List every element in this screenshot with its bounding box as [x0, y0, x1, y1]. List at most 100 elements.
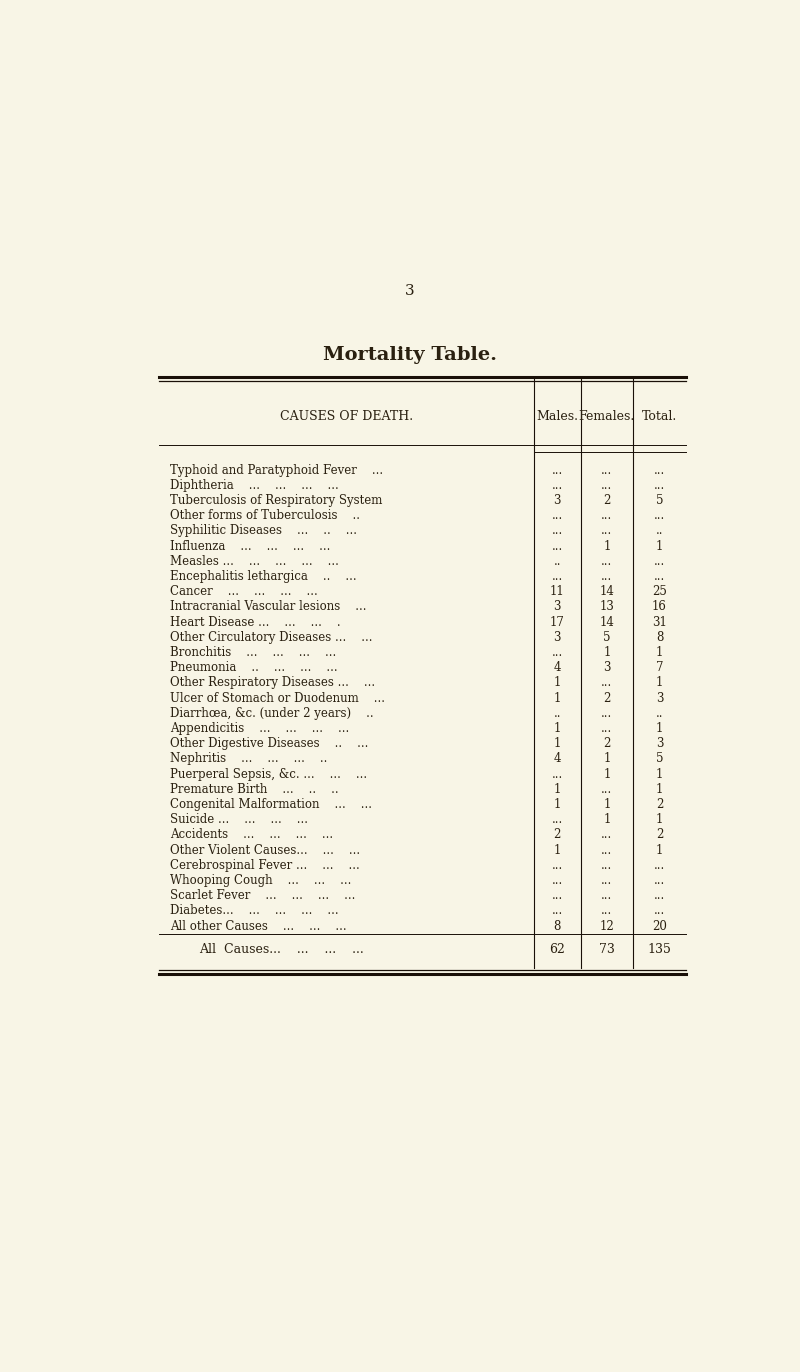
Text: 5: 5 [656, 494, 663, 508]
Text: ...: ... [552, 859, 563, 871]
Text: 3: 3 [554, 631, 561, 643]
Text: 2: 2 [656, 799, 663, 811]
Text: ...: ... [602, 707, 613, 720]
Text: ...: ... [654, 479, 665, 491]
Text: 8: 8 [554, 919, 561, 933]
Text: 1: 1 [656, 676, 663, 690]
Text: Congenital Malformation    ...    ...: Congenital Malformation ... ... [170, 799, 372, 811]
Text: 1: 1 [656, 646, 663, 659]
Text: 17: 17 [550, 616, 565, 628]
Text: 2: 2 [656, 829, 663, 841]
Text: ...: ... [654, 554, 665, 568]
Text: ...: ... [552, 539, 563, 553]
Text: ...: ... [602, 676, 613, 690]
Text: 2: 2 [603, 737, 610, 750]
Text: 7: 7 [656, 661, 663, 674]
Text: ...: ... [602, 524, 613, 538]
Text: 31: 31 [652, 616, 667, 628]
Text: 14: 14 [599, 616, 614, 628]
Text: 1: 1 [656, 844, 663, 856]
Text: ...: ... [552, 874, 563, 888]
Text: Influenza    ...    ...    ...    ...: Influenza ... ... ... ... [170, 539, 330, 553]
Text: Tuberculosis of Respiratory System: Tuberculosis of Respiratory System [170, 494, 382, 508]
Text: ..: .. [554, 707, 561, 720]
Text: 1: 1 [554, 676, 561, 690]
Text: ...: ... [552, 464, 563, 476]
Text: ...: ... [602, 464, 613, 476]
Text: 1: 1 [603, 752, 610, 766]
Text: 62: 62 [550, 943, 565, 956]
Text: Appendicitis    ...    ...    ...    ...: Appendicitis ... ... ... ... [170, 722, 350, 735]
Text: 3: 3 [554, 494, 561, 508]
Text: 13: 13 [599, 601, 614, 613]
Text: 2: 2 [554, 829, 561, 841]
Text: 1: 1 [554, 799, 561, 811]
Text: ...: ... [654, 889, 665, 903]
Text: ...: ... [602, 554, 613, 568]
Text: Accidents    ...    ...    ...    ...: Accidents ... ... ... ... [170, 829, 333, 841]
Text: Pneumonia    ..    ...    ...    ...: Pneumonia .. ... ... ... [170, 661, 338, 674]
Text: 4: 4 [554, 661, 561, 674]
Text: CAUSES OF DEATH.: CAUSES OF DEATH. [280, 410, 413, 423]
Text: 3: 3 [554, 601, 561, 613]
Text: ...: ... [552, 889, 563, 903]
Text: Ulcer of Stomach or Duodenum    ...: Ulcer of Stomach or Duodenum ... [170, 691, 385, 705]
Text: Scarlet Fever    ...    ...    ...    ...: Scarlet Fever ... ... ... ... [170, 889, 355, 903]
Text: All  Causes...    ...    ...    ...: All Causes... ... ... ... [199, 943, 364, 956]
Text: Premature Birth    ...    ..    ..: Premature Birth ... .. .. [170, 783, 338, 796]
Text: ...: ... [602, 569, 613, 583]
Text: ...: ... [552, 479, 563, 491]
Text: ...: ... [602, 829, 613, 841]
Text: 3: 3 [656, 737, 663, 750]
Text: 1: 1 [603, 799, 610, 811]
Text: ...: ... [602, 889, 613, 903]
Text: Total.: Total. [642, 410, 677, 423]
Text: ...: ... [654, 859, 665, 871]
Text: ...: ... [602, 479, 613, 491]
Text: 135: 135 [648, 943, 671, 956]
Text: 14: 14 [599, 586, 614, 598]
Text: Males.: Males. [536, 410, 578, 423]
Text: 1: 1 [603, 768, 610, 781]
Text: 4: 4 [554, 752, 561, 766]
Text: ...: ... [552, 509, 563, 523]
Text: ..: .. [656, 524, 663, 538]
Text: 1: 1 [603, 646, 610, 659]
Text: ...: ... [654, 464, 665, 476]
Text: 11: 11 [550, 586, 565, 598]
Text: Bronchitis    ...    ...    ...    ...: Bronchitis ... ... ... ... [170, 646, 336, 659]
Text: ...: ... [552, 768, 563, 781]
Text: Heart Disease ...    ...    ...    .: Heart Disease ... ... ... . [170, 616, 341, 628]
Text: Diabetes...    ...    ...    ...    ...: Diabetes... ... ... ... ... [170, 904, 338, 918]
Text: ...: ... [654, 569, 665, 583]
Text: 5: 5 [656, 752, 663, 766]
Text: ...: ... [602, 904, 613, 918]
Text: 3: 3 [656, 691, 663, 705]
Text: 1: 1 [656, 722, 663, 735]
Text: ...: ... [602, 844, 613, 856]
Text: 3: 3 [405, 284, 415, 299]
Text: ...: ... [602, 874, 613, 888]
Text: Encephalitis lethargica    ..    ...: Encephalitis lethargica .. ... [170, 569, 357, 583]
Text: Cancer    ...    ...    ...    ...: Cancer ... ... ... ... [170, 586, 318, 598]
Text: ...: ... [552, 646, 563, 659]
Text: ...: ... [552, 524, 563, 538]
Text: Other forms of Tuberculosis    ..: Other forms of Tuberculosis .. [170, 509, 360, 523]
Text: Females.: Females. [578, 410, 635, 423]
Text: Nephritis    ...    ...    ...    ..: Nephritis ... ... ... .. [170, 752, 327, 766]
Text: ...: ... [552, 814, 563, 826]
Text: 1: 1 [656, 814, 663, 826]
Text: ...: ... [654, 874, 665, 888]
Text: Measles ...    ...    ...    ...    ...: Measles ... ... ... ... ... [170, 554, 339, 568]
Text: Puerperal Sepsis, &c. ...    ...    ...: Puerperal Sepsis, &c. ... ... ... [170, 768, 367, 781]
Text: 5: 5 [603, 631, 610, 643]
Text: Other Digestive Diseases    ..    ...: Other Digestive Diseases .. ... [170, 737, 369, 750]
Text: 12: 12 [599, 919, 614, 933]
Text: 3: 3 [603, 661, 610, 674]
Text: Syphilitic Diseases    ...    ..    ...: Syphilitic Diseases ... .. ... [170, 524, 357, 538]
Text: 2: 2 [603, 494, 610, 508]
Text: 1: 1 [603, 539, 610, 553]
Text: Other Respiratory Diseases ...    ...: Other Respiratory Diseases ... ... [170, 676, 375, 690]
Text: 73: 73 [599, 943, 614, 956]
Text: 1: 1 [554, 737, 561, 750]
